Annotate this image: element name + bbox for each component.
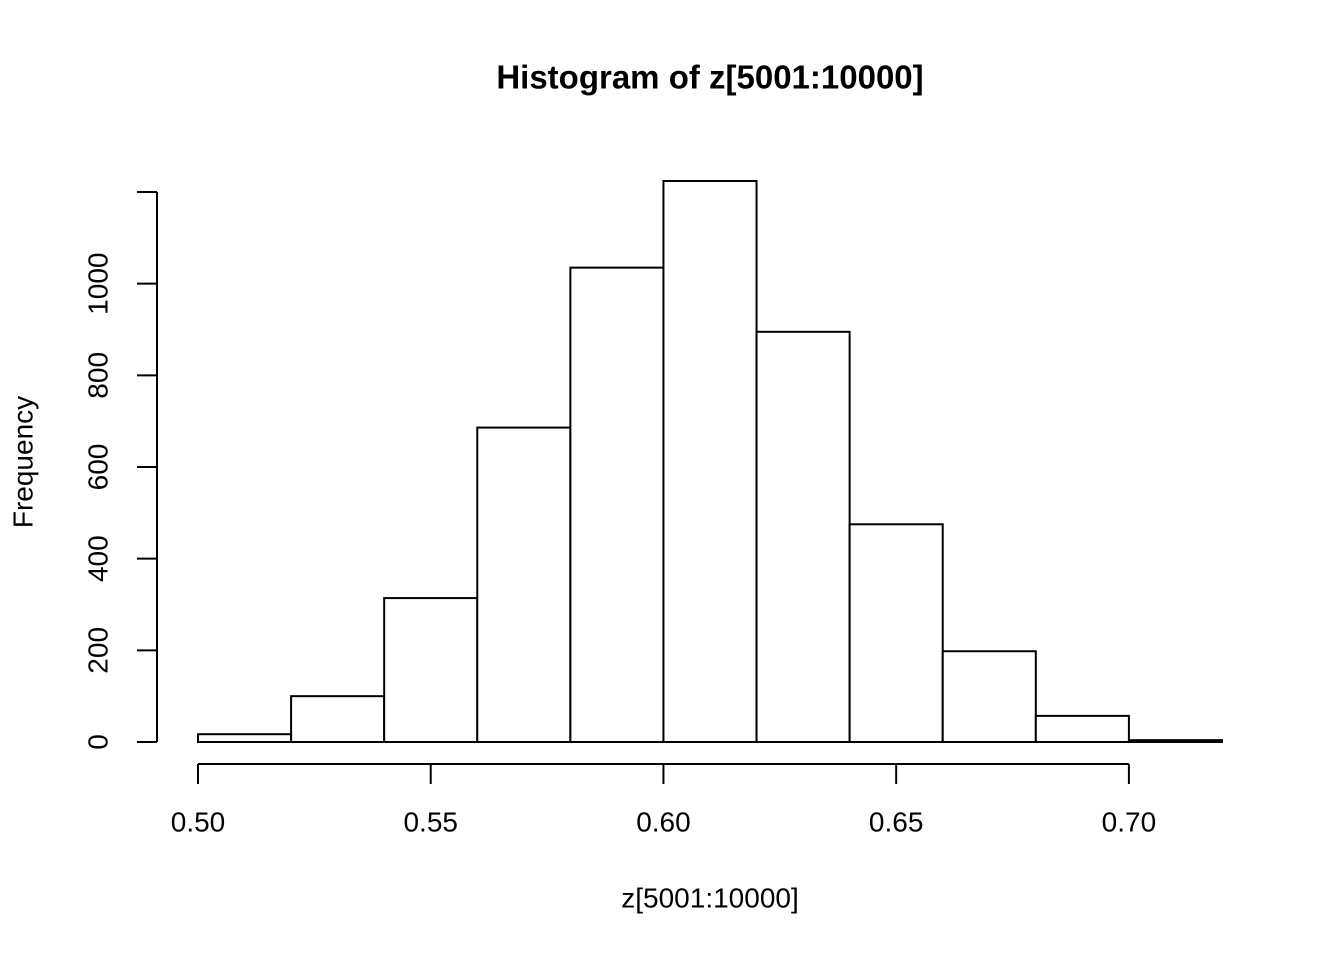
bar (383, 597, 479, 743)
bar (569, 266, 665, 743)
x-axis-label: z[5001:10000] (621, 882, 799, 913)
chart-title: Histogram of z[5001:10000] (496, 59, 923, 96)
x-tick-label: 0.70 (1102, 806, 1157, 837)
bar (755, 330, 851, 743)
y-tick-label: 600 (82, 444, 113, 491)
bar (941, 650, 1037, 743)
y-axis-label: Frequency (7, 396, 38, 528)
y-tick-label: 0 (82, 734, 113, 750)
x-tick-label: 0.65 (869, 806, 924, 837)
bar (848, 523, 944, 744)
bar (476, 426, 572, 743)
y-tick-label: 400 (82, 535, 113, 582)
y-tick-label: 200 (82, 627, 113, 674)
x-tick-label: 0.55 (403, 806, 458, 837)
y-tick-label: 800 (82, 352, 113, 399)
x-tick-label: 0.60 (636, 806, 691, 837)
bar (290, 695, 386, 744)
y-tick-label: 1000 (82, 253, 113, 315)
x-tick-label: 0.50 (171, 806, 226, 837)
bar (197, 733, 293, 743)
bar (662, 180, 758, 743)
bar (1127, 739, 1223, 744)
bar (1034, 714, 1130, 743)
